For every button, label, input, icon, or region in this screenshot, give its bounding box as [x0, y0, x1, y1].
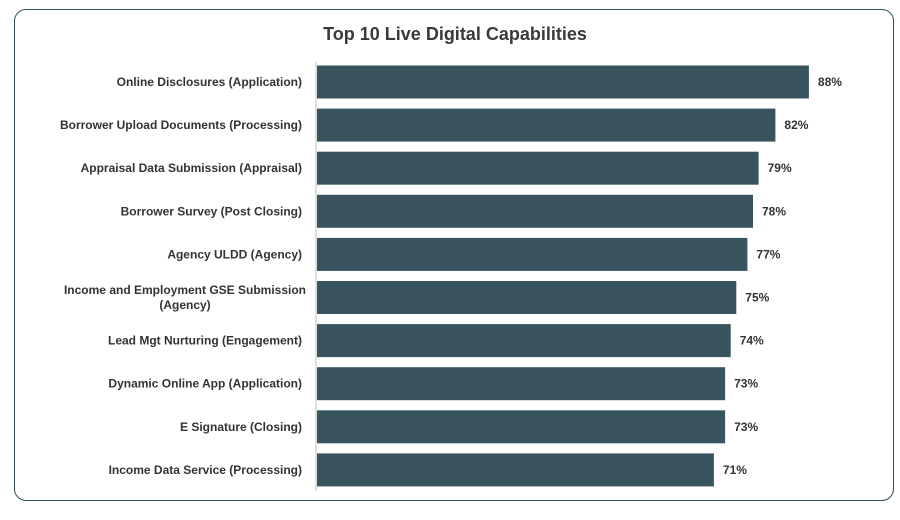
bar	[317, 281, 737, 314]
data-label: 71%	[723, 463, 747, 477]
bar	[317, 237, 748, 271]
data-label: 77%	[756, 247, 780, 261]
bar	[317, 108, 776, 142]
bar	[317, 194, 753, 228]
category-label: Lead Mgt Nurturing (Engagement)	[108, 334, 302, 348]
category-label: Appraisal Data Submission (Appraisal)	[81, 161, 302, 175]
data-label: 75%	[745, 291, 769, 305]
bar	[317, 324, 731, 358]
data-label: 79%	[768, 161, 792, 175]
category-label: E Signature (Closing)	[180, 420, 302, 434]
data-label: 74%	[740, 334, 764, 348]
bar	[317, 453, 714, 487]
bar	[317, 367, 726, 401]
bar	[317, 410, 726, 444]
category-label: Borrower Survey (Post Closing)	[121, 204, 302, 218]
bars-layer: 88% Online Disclosures (Application) 82% Bo…	[60, 65, 842, 487]
data-label: 82%	[784, 118, 808, 132]
category-label: Income and Employment GSE Submission (Age…	[64, 283, 306, 312]
data-label: 78%	[762, 204, 786, 218]
category-label: Online Disclosures (Application)	[117, 75, 302, 89]
category-label: Borrower Upload Documents (Processing)	[60, 118, 302, 132]
category-label: Agency ULDD (Agency)	[167, 247, 302, 261]
data-label: 88%	[818, 75, 842, 89]
chart-title: Top 10 Live Digital Capabilities	[323, 24, 587, 44]
bar	[317, 65, 809, 99]
data-label: 73%	[734, 420, 758, 434]
bar	[317, 151, 759, 185]
category-label: Income Data Service (Processing)	[109, 463, 302, 477]
data-label: 73%	[734, 377, 758, 391]
category-label: Dynamic Online App (Application)	[108, 377, 302, 391]
